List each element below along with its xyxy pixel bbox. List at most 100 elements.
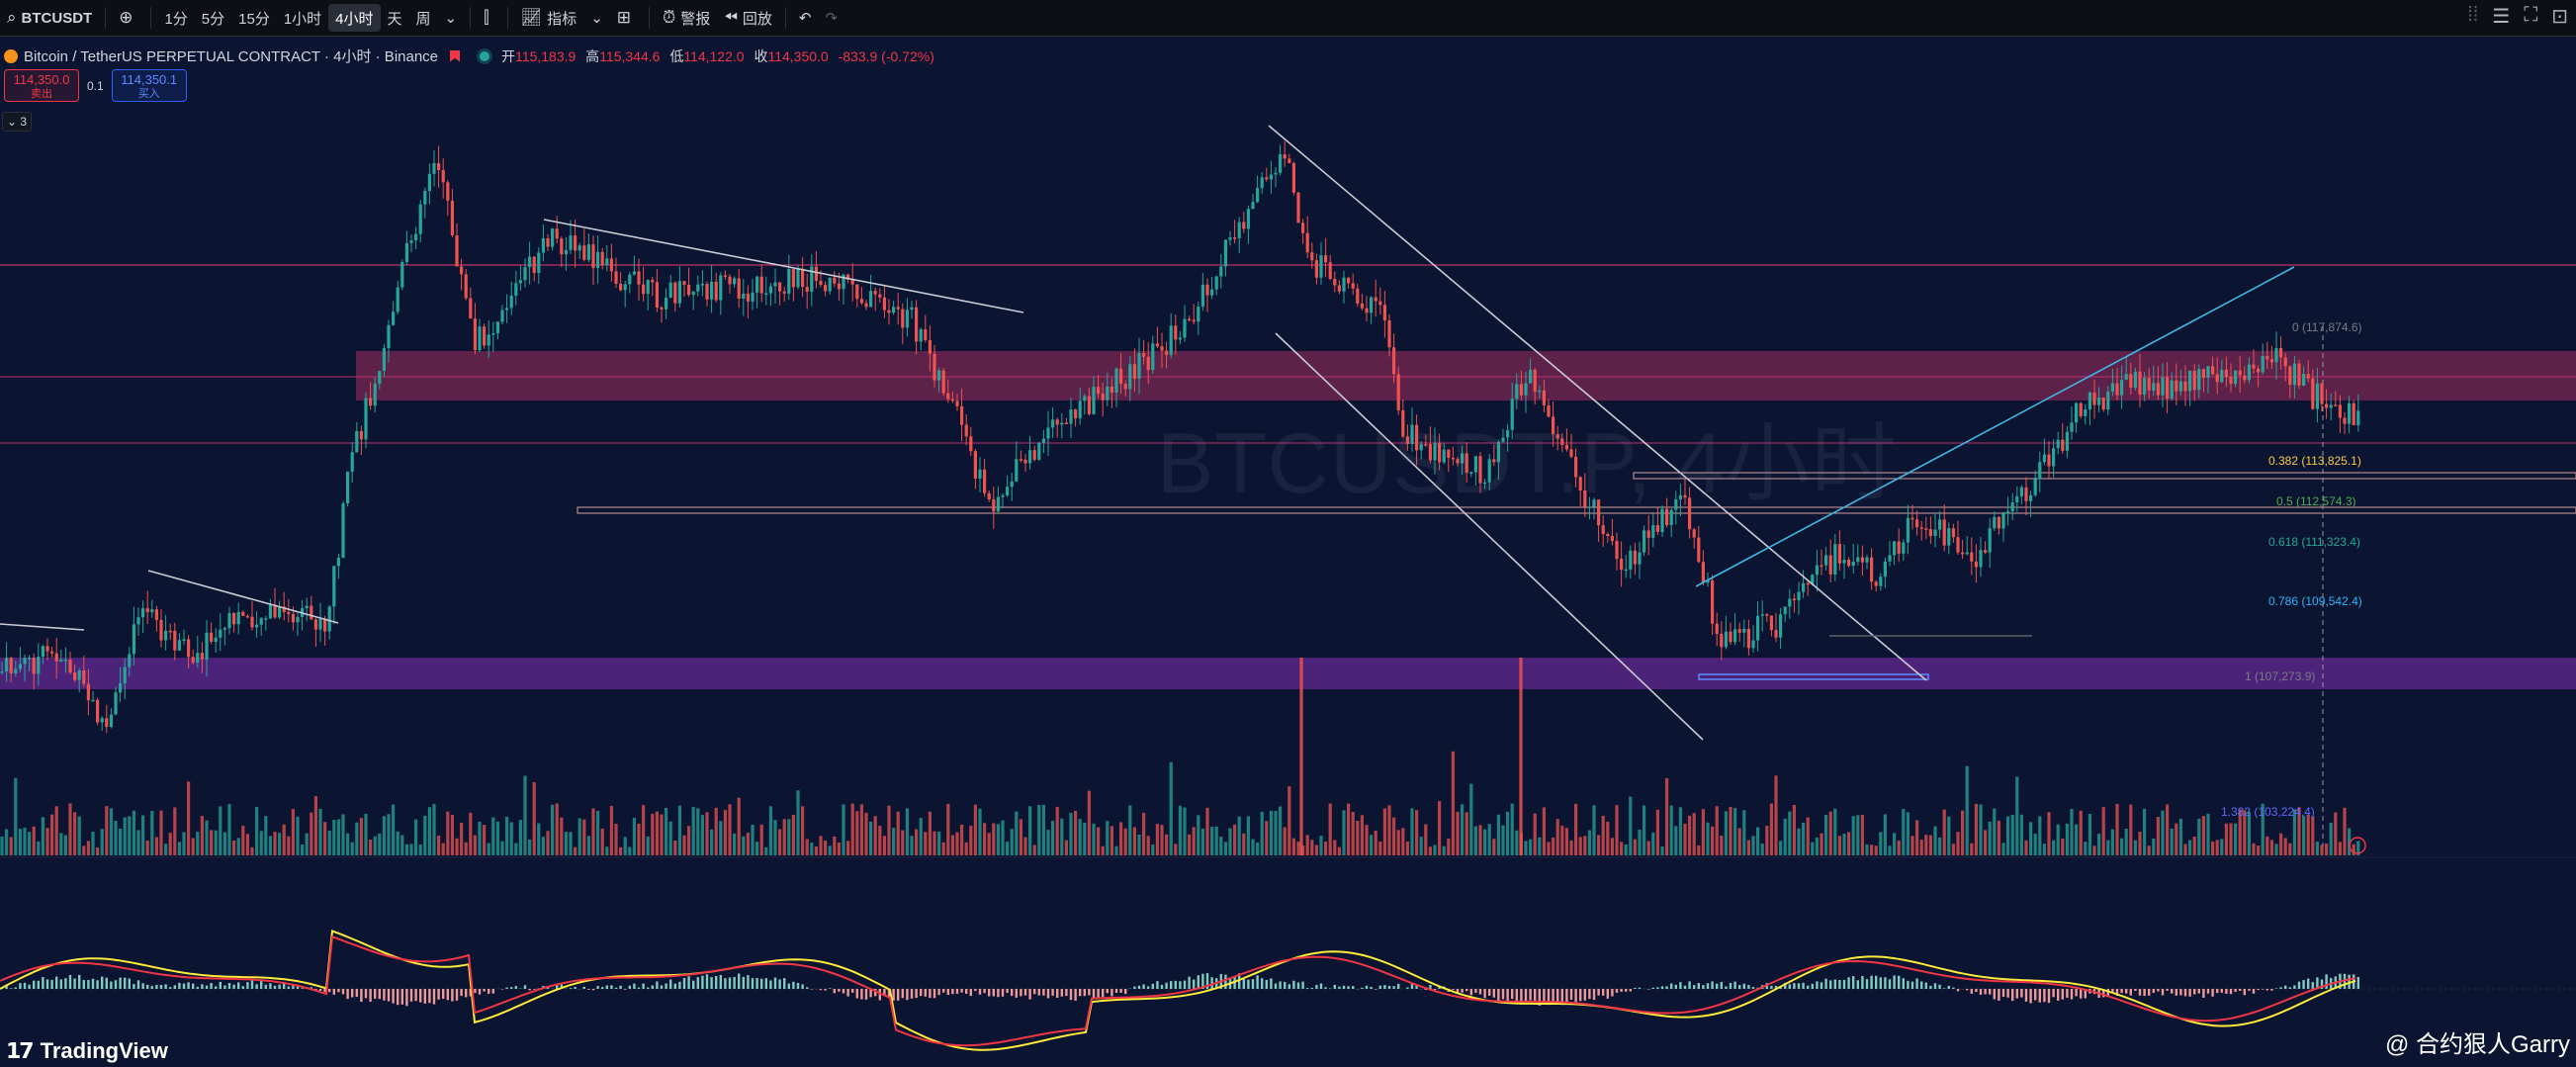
chart-type-button[interactable]: ⫿ [477, 4, 500, 32]
candle-body [614, 271, 618, 285]
candle-body [2197, 369, 2201, 391]
interval-1d[interactable]: 天 [381, 4, 409, 32]
tradingview-logo[interactable]: 𝟭𝟳 TradingView [6, 1038, 168, 1064]
divider [506, 7, 508, 29]
macd-histogram-bar [33, 980, 36, 989]
candle-body [1779, 614, 1783, 638]
candle-body [483, 326, 487, 346]
macd-histogram-bar [614, 987, 618, 989]
macd-histogram-bar [2234, 989, 2237, 992]
volume-bar [86, 841, 90, 855]
candle-body [2133, 371, 2137, 389]
macd-histogram-bar [2120, 989, 2123, 994]
tradingview-icon: 𝟭𝟳 [6, 1038, 35, 1063]
candle-body [1087, 396, 1091, 414]
volume-bar [1860, 814, 1864, 855]
symbol-search[interactable]: ⌕ BTCUSDT [0, 4, 99, 32]
volume-bar [2161, 810, 2165, 855]
chart-area[interactable] [0, 37, 2576, 1067]
volume-bar [210, 830, 214, 855]
candle-body [1069, 409, 1073, 424]
legend-title[interactable]: Bitcoin / TetherUS PERPETUAL CONTRACT · … [24, 48, 439, 65]
macd-histogram-bar [1392, 986, 1395, 989]
volume-bar [1688, 815, 1692, 855]
undo-button[interactable]: ↶ [792, 4, 819, 32]
volume-bar [200, 816, 204, 855]
candle-body [177, 640, 181, 651]
volume-bar [1802, 822, 1806, 855]
candle-body [1374, 297, 1377, 302]
volume-bar [1242, 833, 1246, 855]
flag-icon[interactable] [450, 49, 461, 62]
add-symbol-button[interactable]: ⊕ [112, 4, 144, 32]
candle-body [2356, 410, 2360, 426]
volume-bar [1715, 806, 1719, 855]
volume-bar [1669, 805, 1673, 855]
candle-body [1552, 416, 1555, 435]
collapse-indicators-button[interactable]: ⌄ 3 [2, 112, 32, 132]
volume-bar [782, 819, 786, 855]
macd-histogram-bar [1174, 980, 1177, 989]
indicators-button[interactable]: 📈︎ 指标 [514, 4, 584, 32]
macd-histogram-bar [628, 985, 631, 989]
macd-histogram-bar [1811, 983, 1814, 989]
interval-1h[interactable]: 1小时 [277, 4, 328, 32]
macd-histogram-bar [747, 975, 750, 989]
layouts-button[interactable]: ⊞ [610, 4, 643, 32]
interval-dropdown[interactable]: ⌄ [438, 4, 465, 32]
candle-body [1947, 528, 1951, 546]
menu-icon[interactable]: ☰ [2492, 6, 2511, 28]
candle-body [168, 630, 172, 633]
interval-1m[interactable]: 1分 [157, 4, 194, 32]
volume-bar [1310, 840, 1314, 855]
candle-body [1678, 494, 1682, 500]
volume-bar [1583, 836, 1587, 855]
volume-bar [1729, 807, 1732, 855]
maximize-icon[interactable]: ⛶ [2524, 4, 2538, 26]
volume-bar [387, 814, 391, 855]
alert-button[interactable]: ⏰︎ 警报 [656, 4, 717, 32]
volume-bar [1842, 834, 1846, 855]
volume-bar [282, 824, 286, 855]
macd-histogram-bar [1179, 981, 1182, 989]
resistance-trendline [543, 219, 1024, 313]
interval-5m[interactable]: 5分 [195, 4, 231, 32]
macd-histogram-bar [510, 987, 513, 989]
candle-body [2247, 364, 2251, 381]
macd-histogram-bar [1165, 982, 1168, 989]
macd-histogram-bar [1733, 981, 1736, 989]
macd-histogram-bar [491, 989, 494, 994]
volume-bar [2019, 814, 2023, 855]
macd-histogram-bar [119, 977, 122, 989]
volume-spike [1299, 658, 1303, 855]
volume-bar [2042, 844, 2046, 855]
volume-bar [1210, 827, 1214, 855]
camera-icon[interactable]: ⊡ [2551, 6, 2568, 28]
volume-bar [154, 837, 158, 855]
replay-button[interactable]: ⏪︎ 回放 [717, 4, 779, 32]
price-chart[interactable] [0, 37, 2576, 1067]
macd-histogram-bar [2161, 989, 2165, 996]
candle-body [1942, 519, 1946, 546]
volume-bar [1291, 838, 1295, 855]
indicator-templates-button[interactable]: ⌄ [583, 4, 610, 32]
candle-body [154, 609, 158, 620]
macd-histogram-bar [1529, 989, 1532, 1001]
candle-body [278, 606, 282, 618]
macd-histogram-bar [1397, 983, 1400, 989]
sell-button[interactable]: 114,350.0 卖出 [4, 69, 79, 102]
interval-15m[interactable]: 15分 [231, 4, 277, 32]
buy-button[interactable]: 114,350.1 买入 [111, 69, 187, 102]
candle-body [1774, 630, 1778, 638]
macd-histogram-bar [1711, 981, 1714, 989]
volume-bar [1438, 801, 1442, 855]
interval-1w[interactable]: 周 [409, 4, 438, 32]
macd-histogram-bar [2239, 989, 2242, 991]
volume-bar [1524, 841, 1528, 855]
candle-body [1123, 384, 1127, 390]
interval-4h[interactable]: 4小时 [328, 4, 381, 32]
layout-dots-icon[interactable]: ⁞⁞ [2467, 4, 2479, 26]
volume-bar [114, 820, 118, 855]
redo-button[interactable]: ↷ [819, 4, 845, 32]
candle-body [855, 284, 859, 300]
